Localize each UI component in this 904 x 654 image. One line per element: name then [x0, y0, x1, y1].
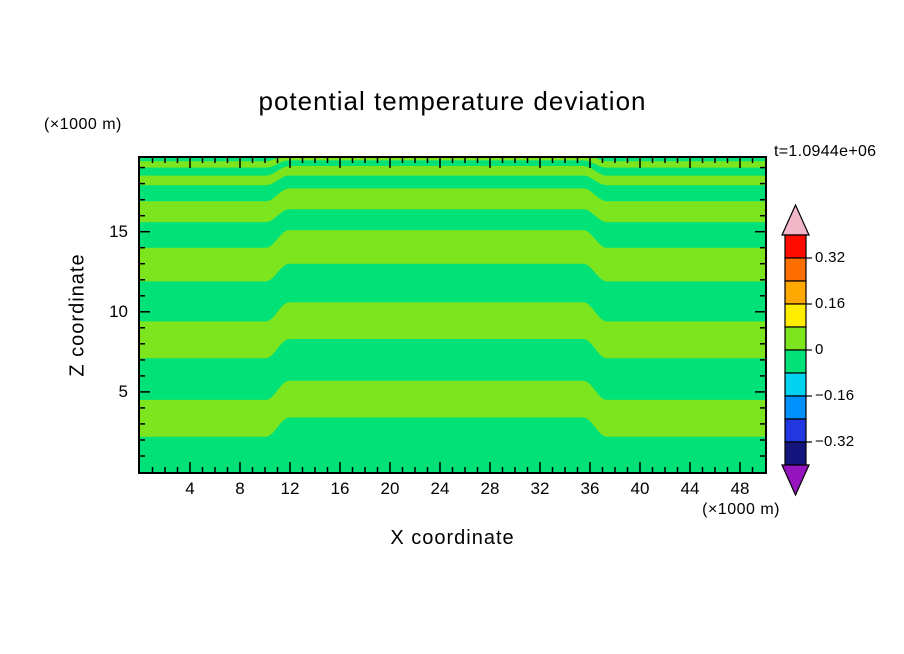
colorbar: [780, 203, 814, 499]
plot-area: [138, 156, 767, 474]
contour-band: [140, 188, 765, 223]
x-tick-label: 16: [330, 479, 350, 498]
y-tick-label: 5: [118, 381, 128, 401]
axis-ticks: [140, 158, 765, 472]
contour-band: [140, 230, 765, 282]
colorbar-tick-label: 0.32: [815, 249, 846, 266]
colorbar-segment: [784, 349, 807, 374]
time-annotation: t=1.0944e+06: [774, 143, 877, 160]
colorbar-tick-label: 0: [815, 341, 824, 358]
colorbar-segment: [784, 303, 807, 328]
colorbar-segment: [784, 326, 807, 351]
x-tick-label: 36: [580, 479, 600, 498]
x-tick-label: 48: [730, 479, 750, 498]
x-tick-label: 44: [680, 479, 700, 498]
x-axis-title: X coordinate: [390, 527, 515, 549]
x-tick-label: 32: [530, 479, 550, 498]
colorbar-segment: [784, 234, 807, 259]
x-tick-label: 12: [280, 479, 300, 498]
colorbar-tick-label: −0.16: [815, 387, 855, 404]
x-tick-label: 40: [630, 479, 650, 498]
chart-title: potential temperature deviation: [258, 86, 647, 116]
y-tick-label: 10: [109, 301, 128, 321]
x-tick-label: 4: [185, 479, 195, 498]
contour-band: [140, 302, 765, 359]
colorbar-segment: [784, 372, 807, 397]
x-tick-label: 28: [480, 479, 500, 498]
x-tick-label: 20: [380, 479, 400, 498]
colorbar-over-arrow: [781, 203, 810, 236]
colorbar-tick-label: 0.16: [815, 295, 846, 312]
contour-band: [140, 380, 765, 437]
colorbar-graphic: [781, 203, 812, 497]
colorbar-segment: [784, 280, 807, 305]
colorbar-segment: [784, 395, 807, 420]
colorbar-segment: [784, 441, 807, 466]
x-tick-label: 8: [235, 479, 245, 498]
colorbar-tick-label: −0.32: [815, 433, 855, 450]
colorbar-segment: [784, 257, 807, 282]
y-axis-unit-label: (×1000 m): [44, 116, 122, 133]
colorbar-under-arrow: [781, 464, 810, 497]
x-axis-unit-label: (×1000 m): [702, 501, 780, 518]
y-tick-label: 15: [109, 221, 128, 241]
colorbar-segment: [784, 418, 807, 443]
x-tick-label: 24: [430, 479, 450, 498]
contour-band: [140, 158, 765, 168]
contour-plot: [140, 158, 765, 472]
